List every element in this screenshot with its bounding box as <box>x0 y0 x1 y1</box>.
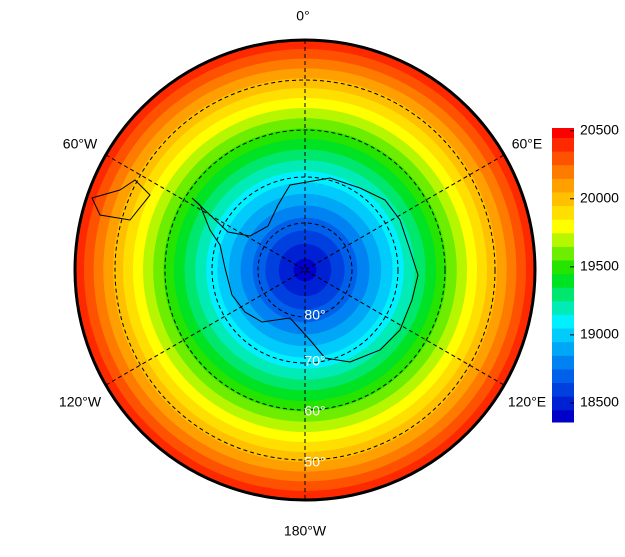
colorbar-cell <box>552 287 574 302</box>
colorbar-cell <box>552 219 574 234</box>
colorbar-cell <box>552 205 574 220</box>
colorbar: 18500 19000 19500 20000 20500 <box>552 121 619 423</box>
colorbar-tick-label: 19000 <box>580 326 619 342</box>
colorbar-tick-label: 20500 <box>580 121 619 137</box>
lat-label: 80° <box>304 307 325 323</box>
lon-label: 0° <box>296 8 309 24</box>
lon-label: 120°W <box>59 394 102 410</box>
graticule <box>105 40 505 500</box>
lon-label: 60°E <box>512 136 543 152</box>
colorbar-cell <box>552 151 574 166</box>
contour-band <box>293 258 317 282</box>
colorbar-cell <box>552 164 574 179</box>
colorbar-cell <box>552 273 574 288</box>
colorbar-cell <box>552 328 574 343</box>
colorbar-cell <box>552 382 574 397</box>
lat-label: 50° <box>304 454 325 470</box>
colorbar-cell <box>552 355 574 370</box>
colorbar-cell <box>552 368 574 384</box>
colorbar-cell <box>552 128 574 139</box>
map-fill <box>75 40 535 500</box>
colorbar-tick-label: 19500 <box>580 258 619 274</box>
colorbar-cell <box>552 246 574 261</box>
lon-label: 180°W <box>284 523 327 539</box>
lon-label: 120°E <box>508 394 546 410</box>
colorbar-cell <box>552 314 574 329</box>
colorbar-cell <box>552 300 574 315</box>
coastline <box>91 177 419 363</box>
colorbar-cell <box>552 341 574 356</box>
colorbar-cell <box>552 191 574 207</box>
colorbar-cell <box>552 409 574 423</box>
colorbar-cell <box>552 260 574 275</box>
lat-label: 70° <box>304 353 325 369</box>
map-border <box>73 38 537 502</box>
colorbar-tick-label: 18500 <box>580 394 619 410</box>
lat-label: 60° <box>304 403 325 419</box>
colorbar-cell <box>552 178 574 193</box>
colorbar-tick-label: 20000 <box>580 189 619 205</box>
lon-label: 60°W <box>63 136 98 152</box>
colorbar-cell <box>552 137 574 152</box>
colorbar-cell <box>552 396 574 411</box>
colorbar-cell <box>552 232 574 247</box>
